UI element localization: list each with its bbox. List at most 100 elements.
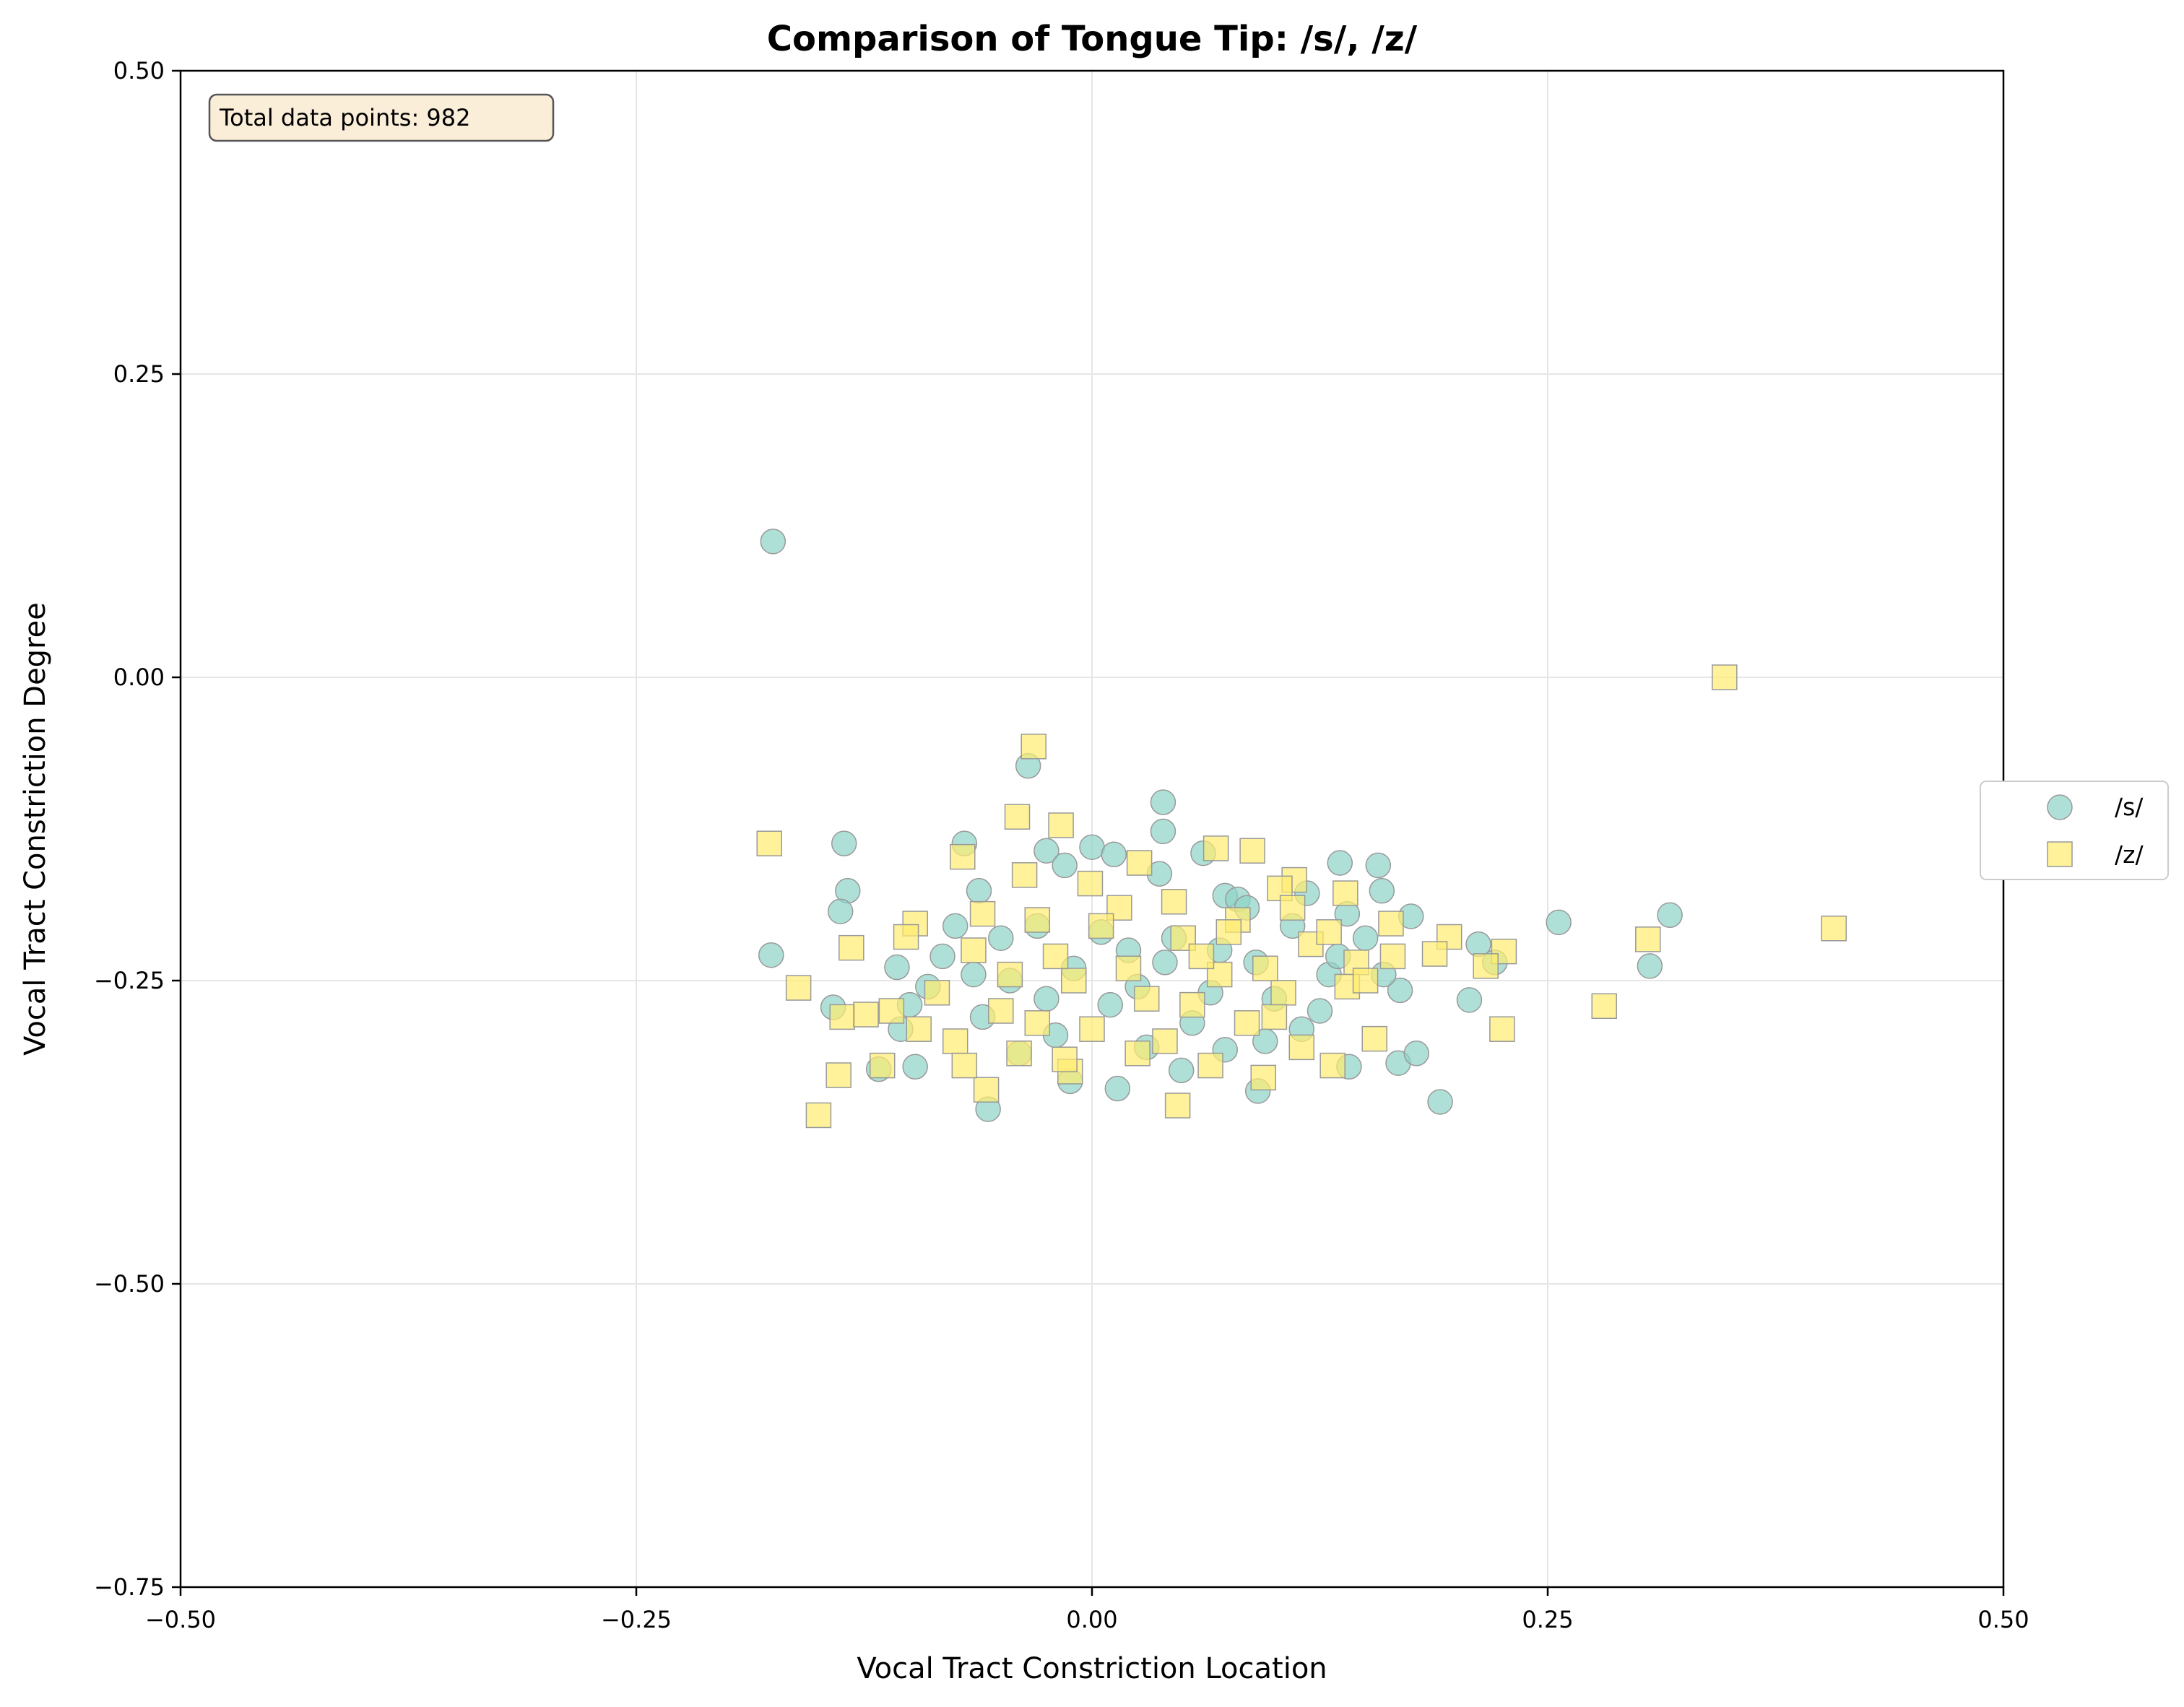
data-point-s — [1365, 852, 1392, 879]
data-point-z — [838, 934, 864, 961]
data-point-z — [1279, 895, 1306, 921]
data-point-s — [988, 925, 1014, 951]
data-point-z — [1020, 734, 1046, 760]
data-point-z — [826, 1062, 852, 1088]
data-point-z — [961, 937, 987, 963]
data-point-z — [1821, 916, 1847, 942]
total-points-label: Total data points: 982 — [219, 104, 470, 131]
data-point-z — [829, 1004, 855, 1030]
data-point-z — [1261, 1004, 1288, 1030]
data-point-z — [1591, 993, 1617, 1020]
data-point-z — [1252, 955, 1278, 981]
data-point-z — [1126, 850, 1153, 876]
data-point-z — [1088, 913, 1114, 939]
data-point-z — [853, 1002, 879, 1028]
data-point-z — [1179, 991, 1205, 1018]
data-point-z — [1048, 812, 1074, 838]
data-point-z — [1006, 1041, 1032, 1067]
data-point-z — [1316, 919, 1342, 945]
data-point-z — [906, 1016, 932, 1042]
legend-label-s: /s/ — [2115, 793, 2144, 821]
data-point-s — [1052, 852, 1078, 879]
legend: /s/ /z/ — [1980, 781, 2169, 880]
data-point-z — [1011, 862, 1038, 888]
data-point-z — [1079, 1016, 1105, 1042]
y-tick-label: 0.00 — [113, 664, 165, 691]
data-point-z — [1164, 1093, 1191, 1119]
data-point-s — [1403, 1041, 1430, 1067]
data-point-z — [1473, 953, 1499, 979]
data-point-z — [869, 1052, 896, 1079]
data-point-s — [831, 830, 857, 856]
data-point-z — [1332, 880, 1358, 906]
data-point-z — [1042, 943, 1069, 970]
data-point-s — [1150, 789, 1176, 815]
data-point-z — [878, 998, 905, 1024]
data-point-z — [951, 1052, 978, 1079]
data-point-s — [827, 898, 854, 924]
data-point-z — [1712, 664, 1738, 690]
data-point-z — [1106, 895, 1132, 921]
data-point-s — [884, 954, 910, 981]
y-tick-label: −0.25 — [94, 967, 165, 994]
data-point-s — [1034, 838, 1060, 864]
data-point-s — [1101, 841, 1127, 868]
data-point-z — [1161, 889, 1187, 915]
y-tick-label: −0.75 — [94, 1573, 165, 1601]
data-point-s — [1352, 925, 1379, 951]
data-point-z — [1216, 919, 1242, 945]
data-point-z — [1124, 1041, 1150, 1067]
data-point-z — [1077, 870, 1104, 897]
x-axis-ticks: −0.50 −0.25 0.00 0.25 0.50 — [145, 1587, 2029, 1633]
data-point-s — [1150, 818, 1176, 845]
data-point-z — [1270, 980, 1296, 1006]
y-tick-label: −0.50 — [94, 1270, 165, 1298]
x-tick-label: 0.50 — [1977, 1606, 2029, 1633]
x-tick-label: −0.25 — [601, 1606, 672, 1633]
data-point-z — [973, 1077, 1000, 1103]
data-point-z — [1152, 1028, 1178, 1054]
data-point-s — [902, 1054, 928, 1080]
data-point-s — [1546, 909, 1572, 936]
data-point-s — [758, 942, 784, 968]
annotation-box: Total data points: 982 — [208, 93, 555, 142]
data-point-z — [1239, 838, 1265, 864]
data-point-s — [1387, 977, 1413, 1004]
x-tick-label: 0.00 — [1066, 1606, 1117, 1633]
data-point-z — [1188, 943, 1215, 970]
data-point-s — [966, 877, 992, 904]
legend-marker-s — [2047, 794, 2073, 820]
data-point-z — [997, 961, 1023, 988]
data-point-z — [1320, 1052, 1346, 1079]
data-point-z — [1379, 943, 1406, 970]
legend-label-z: /z/ — [2115, 841, 2144, 869]
data-point-s — [961, 961, 987, 988]
data-point-s — [1152, 950, 1178, 976]
data-point-z — [924, 980, 950, 1006]
x-tick-label: −0.50 — [145, 1606, 216, 1633]
data-point-z — [1052, 1046, 1078, 1072]
data-point-s — [1104, 1075, 1131, 1102]
data-point-z — [1024, 907, 1051, 933]
data-point-z — [1250, 1064, 1277, 1091]
data-point-z — [950, 843, 976, 870]
data-point-z — [969, 900, 996, 927]
data-point-s — [1637, 953, 1663, 979]
data-point-z — [1361, 1025, 1387, 1052]
chart-title: Comparison of Tongue Tip: /s/, /z/ — [767, 19, 1418, 59]
data-point-z — [1288, 1034, 1315, 1061]
data-point-z — [1061, 968, 1087, 994]
data-point-s — [1327, 850, 1353, 876]
data-point-s — [1097, 991, 1123, 1018]
x-tick-label: 0.25 — [1522, 1606, 1573, 1633]
data-point-s — [1369, 877, 1395, 904]
data-point-s — [930, 943, 956, 970]
data-point-z — [1352, 968, 1379, 994]
data-point-z — [1202, 835, 1229, 861]
data-point-z — [942, 1028, 968, 1054]
y-axis-ticks: 0.50 0.25 0.00 −0.25 −0.50 −0.75 — [94, 57, 181, 1601]
data-point-s — [1079, 834, 1105, 860]
data-point-s — [1168, 1057, 1195, 1084]
y-tick-label: 0.50 — [113, 57, 165, 84]
